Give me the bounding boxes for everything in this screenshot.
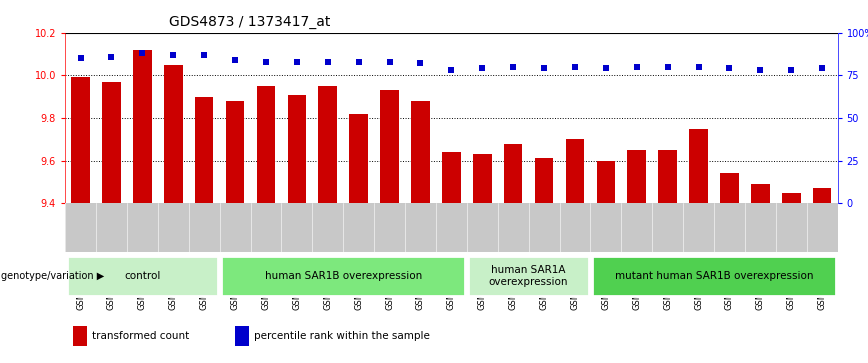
FancyBboxPatch shape — [469, 256, 589, 296]
Bar — [380, 90, 398, 203]
Bar — [782, 193, 800, 203]
Bar — [566, 139, 584, 203]
Point — [506, 64, 520, 70]
Bar — [442, 152, 461, 203]
Bar — [350, 114, 368, 203]
Bar — [628, 150, 646, 203]
Bar — [226, 101, 244, 203]
Text: GDS4873 / 1373417_at: GDS4873 / 1373417_at — [169, 15, 331, 29]
Point — [753, 67, 767, 73]
Point — [722, 66, 736, 72]
Text: control: control — [124, 271, 161, 281]
Point — [599, 66, 613, 72]
Point — [383, 59, 397, 65]
Point — [785, 67, 799, 73]
Bar — [319, 86, 337, 203]
Point — [74, 55, 88, 61]
Bar — [235, 326, 249, 346]
Bar — [411, 101, 430, 203]
Text: genotype/variation ▶: genotype/variation ▶ — [1, 271, 104, 281]
Point — [661, 64, 674, 70]
FancyBboxPatch shape — [592, 256, 836, 296]
Point — [537, 66, 551, 72]
Bar — [257, 86, 275, 203]
Point — [476, 66, 490, 72]
Point — [692, 64, 706, 70]
Point — [568, 64, 582, 70]
Point — [413, 61, 427, 66]
Bar — [71, 77, 89, 203]
Bar — [596, 161, 615, 203]
Bar — [287, 94, 306, 203]
Bar — [504, 144, 523, 203]
Point — [444, 67, 458, 73]
Point — [228, 57, 242, 63]
Text: mutant human SAR1B overexpression: mutant human SAR1B overexpression — [615, 271, 813, 281]
Bar — [751, 184, 770, 203]
Point — [259, 59, 273, 65]
FancyBboxPatch shape — [221, 256, 465, 296]
Bar — [659, 150, 677, 203]
Bar — [73, 326, 87, 346]
Bar — [720, 174, 739, 203]
Bar — [535, 159, 553, 203]
Point — [104, 54, 118, 60]
Point — [630, 64, 644, 70]
Point — [815, 66, 829, 72]
FancyBboxPatch shape — [67, 256, 218, 296]
Point — [167, 52, 181, 58]
Point — [197, 52, 211, 58]
Text: percentile rank within the sample: percentile rank within the sample — [254, 331, 431, 341]
Bar — [813, 188, 832, 203]
Point — [135, 50, 149, 56]
Bar — [195, 97, 214, 203]
Bar — [164, 65, 182, 203]
Text: human SAR1A
overexpression: human SAR1A overexpression — [489, 265, 569, 287]
Text: transformed count: transformed count — [92, 331, 189, 341]
Point — [321, 59, 335, 65]
Bar — [473, 154, 491, 203]
Point — [290, 59, 304, 65]
Bar — [133, 50, 152, 203]
Bar — [689, 129, 707, 203]
Point — [352, 59, 365, 65]
Text: human SAR1B overexpression: human SAR1B overexpression — [265, 271, 422, 281]
Bar — [102, 82, 121, 203]
